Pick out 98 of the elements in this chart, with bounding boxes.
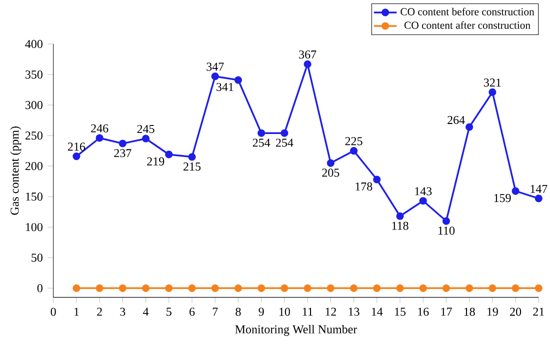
x-tick-label: 8 <box>236 308 241 316</box>
point <box>373 284 381 292</box>
data-label: 118 <box>392 222 408 230</box>
x-tick-label: 15 <box>395 308 406 316</box>
x-tick-label: 9 <box>258 308 264 316</box>
point <box>466 284 474 292</box>
point <box>280 129 288 137</box>
point <box>373 176 381 184</box>
x-tick-label: 1 <box>74 308 79 316</box>
point <box>304 284 312 292</box>
x-tick-label: 12 <box>326 308 336 316</box>
point <box>466 123 474 131</box>
point <box>118 140 126 148</box>
data-label: 254 <box>276 138 294 147</box>
legend-label: CO content before construction <box>400 8 534 16</box>
x-tick-label: 16 <box>418 308 429 316</box>
y-tick-label: 0 <box>37 284 42 292</box>
point <box>419 197 427 205</box>
point <box>72 284 80 292</box>
point <box>442 284 450 292</box>
point <box>165 284 173 292</box>
data-label: 264 <box>448 116 465 124</box>
x-tick-label: 5 <box>166 308 172 316</box>
y-tick-label: 150 <box>26 192 42 201</box>
point <box>350 284 358 292</box>
x-tick-label: 11 <box>302 308 313 316</box>
data-label: 341 <box>216 82 234 92</box>
point <box>488 88 496 96</box>
point <box>96 134 104 142</box>
data-label: 237 <box>114 149 132 158</box>
x-tick-label: 13 <box>348 308 360 316</box>
data-label: 147 <box>530 184 548 193</box>
y-axis-title: Gas content (ppm) <box>10 126 22 215</box>
point <box>165 150 173 158</box>
point <box>396 212 404 220</box>
x-tick-label: 3 <box>120 308 126 316</box>
point <box>534 194 542 202</box>
x-tick-label: 0 <box>50 308 56 316</box>
data-label: 347 <box>206 62 224 71</box>
data-label: 216 <box>68 142 86 151</box>
data-label: 110 <box>438 226 455 235</box>
x-tick-label: 18 <box>464 308 475 316</box>
x-axis-title: Monitoring Well Number <box>235 324 358 336</box>
point <box>118 284 126 292</box>
point <box>142 284 150 292</box>
point <box>304 60 312 68</box>
point <box>96 284 104 292</box>
point <box>72 152 80 160</box>
point <box>512 284 520 292</box>
y-tick-label: 200 <box>25 162 42 170</box>
point <box>258 284 266 292</box>
point <box>211 284 219 292</box>
point <box>142 134 150 142</box>
point <box>326 284 334 292</box>
point <box>234 76 242 84</box>
point <box>280 284 288 292</box>
data-label: 225 <box>345 137 362 146</box>
x-tick-label: 19 <box>487 308 498 316</box>
data-label: 159 <box>494 194 511 202</box>
point <box>188 284 196 292</box>
x-tick-label: 10 <box>279 308 290 316</box>
data-label: 367 <box>299 50 316 59</box>
legend-label: CO content after construction <box>404 21 530 29</box>
y-tick-label: 350 <box>26 70 42 79</box>
x-tick-label: 4 <box>143 308 149 316</box>
point <box>396 284 404 292</box>
point <box>188 153 196 161</box>
x-tick-label: 14 <box>372 308 383 316</box>
data-label: 219 <box>147 157 164 166</box>
point <box>512 187 520 195</box>
x-tick-label: 17 <box>441 308 452 316</box>
x-tick-label: 7 <box>212 308 218 316</box>
x-tick-label: 21 <box>533 308 544 316</box>
y-tick-label: 400 <box>25 40 42 48</box>
point <box>234 284 242 292</box>
y-tick-label: 50 <box>32 254 42 262</box>
data-label: 215 <box>184 162 201 171</box>
point <box>419 284 427 292</box>
point <box>442 217 450 225</box>
y-tick-label: 100 <box>26 223 42 232</box>
data-label: 246 <box>91 124 108 132</box>
x-tick-label: 20 <box>510 308 522 316</box>
x-tick-label: 6 <box>190 308 195 316</box>
point <box>326 159 334 167</box>
point <box>258 129 266 137</box>
point <box>488 284 496 292</box>
data-label: 143 <box>415 187 432 196</box>
y-tick-label: 250 <box>25 132 42 140</box>
point <box>350 147 358 155</box>
data-label: 254 <box>252 138 270 147</box>
data-label: 321 <box>484 78 501 87</box>
point <box>211 72 219 80</box>
data-label: 178 <box>356 182 372 191</box>
x-tick-label: 2 <box>97 308 102 316</box>
point <box>534 284 542 292</box>
y-tick-label: 300 <box>26 100 42 110</box>
data-label: 205 <box>322 168 340 177</box>
data-label: 245 <box>137 124 154 134</box>
